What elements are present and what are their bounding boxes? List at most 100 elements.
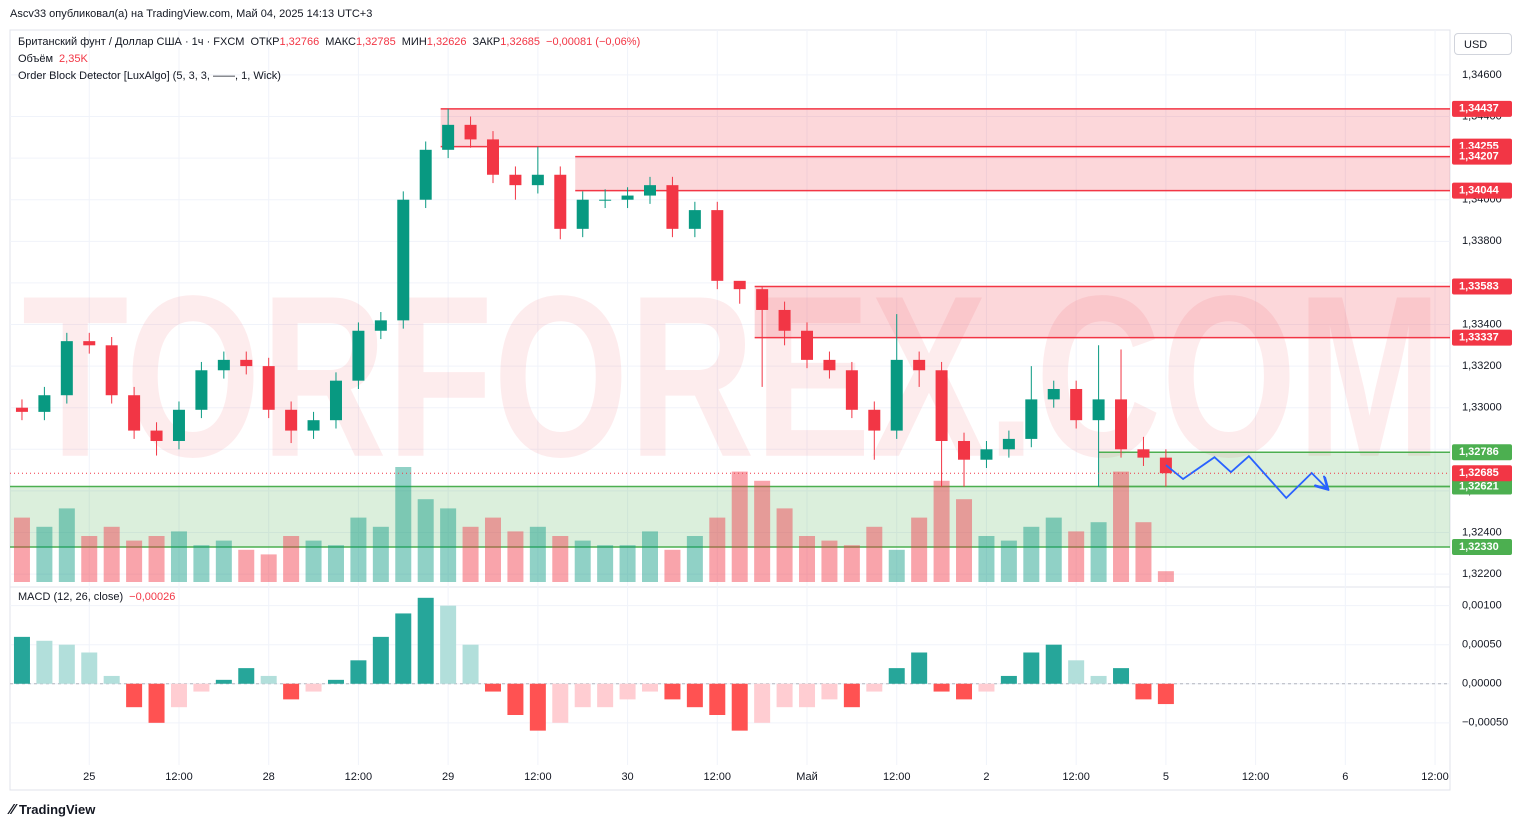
volume-bar bbox=[1000, 540, 1017, 582]
ohlc-label: МИН bbox=[401, 36, 427, 48]
x-tick-label: 12:00 bbox=[524, 771, 552, 783]
candle-body bbox=[823, 359, 836, 371]
macd-bar bbox=[956, 683, 973, 700]
volume-bar bbox=[843, 545, 860, 582]
price-label: 1,33583 bbox=[1459, 280, 1499, 292]
order-block bbox=[754, 286, 1450, 338]
price-label: 1,34437 bbox=[1459, 103, 1499, 115]
macd-bar bbox=[888, 668, 905, 684]
macd-bar bbox=[126, 683, 143, 708]
macd-bar bbox=[260, 675, 277, 684]
macd-bar bbox=[574, 683, 591, 708]
ohlc-label: МАКС bbox=[325, 36, 356, 48]
candle-body bbox=[980, 449, 993, 460]
candle-body bbox=[935, 370, 948, 441]
price-label-box bbox=[1452, 465, 1512, 482]
volume-bar bbox=[58, 508, 75, 582]
x-tick-label: 12:00 bbox=[1242, 771, 1270, 783]
candle-body bbox=[711, 210, 724, 281]
macd-bar bbox=[1135, 683, 1152, 700]
macd-bar bbox=[552, 683, 569, 723]
candle-body bbox=[240, 359, 253, 367]
volume-bar bbox=[215, 540, 232, 582]
macd-bar bbox=[372, 636, 389, 684]
candle-body bbox=[1137, 449, 1150, 458]
candle-body bbox=[285, 409, 298, 431]
price-label: 1,32621 bbox=[1459, 480, 1499, 492]
candle-body bbox=[778, 309, 791, 331]
candle-body bbox=[442, 124, 455, 150]
macd-bar bbox=[1000, 675, 1017, 684]
macd-bar bbox=[978, 683, 995, 692]
currency-button[interactable]: USD bbox=[1454, 33, 1512, 55]
x-tick-label: 30 bbox=[621, 771, 633, 783]
volume-bar bbox=[911, 517, 928, 582]
volume-bar bbox=[888, 549, 905, 582]
volume-bar bbox=[126, 540, 143, 582]
macd-bar bbox=[484, 683, 501, 692]
macd-bar bbox=[686, 683, 703, 708]
ohlc-item: ОТКР1,32766 bbox=[250, 36, 319, 48]
ohlc-label: ОТКР bbox=[250, 36, 280, 48]
macd-bar bbox=[170, 683, 187, 708]
price-label-box bbox=[1452, 478, 1512, 495]
x-tick-label: 12:00 bbox=[704, 771, 732, 783]
candle-body bbox=[554, 174, 567, 229]
y-tick-label: 1,32200 bbox=[1462, 568, 1502, 580]
macd-bar bbox=[1157, 683, 1174, 705]
volume-bar bbox=[13, 517, 30, 582]
price-label-box bbox=[1452, 278, 1512, 295]
macd-bar bbox=[1045, 644, 1062, 684]
volume-bar bbox=[731, 471, 748, 582]
candle-body bbox=[1092, 399, 1105, 421]
price-label-box bbox=[1452, 539, 1512, 556]
candle-body bbox=[1047, 388, 1060, 400]
candle-body bbox=[621, 195, 634, 200]
macd-bar bbox=[462, 644, 479, 684]
volume-bar bbox=[1157, 571, 1174, 582]
candle-body bbox=[60, 341, 73, 396]
volume-bar bbox=[170, 531, 187, 582]
volume-bar bbox=[619, 545, 636, 582]
watermark: TORFOREX.COM bbox=[22, 248, 1442, 505]
candle-body bbox=[688, 210, 701, 229]
projection-path bbox=[1165, 454, 1327, 500]
macd-legend: MACD (12, 26, close) −0,00026 bbox=[18, 591, 175, 603]
macd-bar bbox=[597, 683, 614, 708]
volume-last: 2,35K bbox=[59, 53, 88, 65]
footer: ⁄⁄ TradingView bbox=[10, 801, 96, 818]
volume-name: Объём bbox=[18, 53, 54, 65]
x-tick-label: 29 bbox=[442, 771, 454, 783]
price-label-box bbox=[1452, 182, 1512, 199]
macd-bar bbox=[215, 679, 232, 684]
volume-bar bbox=[866, 526, 883, 582]
change: −0,00081 (−0,06%) bbox=[546, 36, 641, 48]
volume-bar bbox=[193, 545, 210, 582]
price-label: 1,34207 bbox=[1459, 151, 1499, 163]
candle-body bbox=[958, 440, 971, 460]
volume-bar bbox=[36, 526, 53, 582]
candle-body bbox=[576, 199, 589, 229]
volume-bar bbox=[1113, 471, 1130, 582]
symbol-legend: Британский фунт / Доллар США · 1ч · FXCM… bbox=[18, 36, 640, 48]
candle-body bbox=[15, 407, 28, 412]
candle-body bbox=[1025, 399, 1038, 439]
candle-body bbox=[531, 174, 544, 186]
macd-bar bbox=[350, 660, 367, 684]
symbol: Британский фунт / Доллар США · 1ч · FXCM bbox=[18, 36, 245, 48]
volume-bar bbox=[529, 526, 546, 582]
y-tick-label: 1,33800 bbox=[1462, 235, 1502, 247]
ohlc-value: 1,32785 bbox=[356, 36, 396, 48]
volume-bar bbox=[552, 536, 569, 582]
volume-bar bbox=[776, 508, 793, 582]
volume-bar bbox=[372, 526, 389, 582]
volume-bar bbox=[709, 517, 726, 582]
candle-body bbox=[105, 345, 118, 396]
volume-bar bbox=[1068, 531, 1085, 582]
candle-body bbox=[1070, 388, 1083, 421]
candle-body bbox=[733, 280, 746, 290]
volume-bar bbox=[81, 536, 98, 582]
volume-bar bbox=[642, 531, 658, 582]
